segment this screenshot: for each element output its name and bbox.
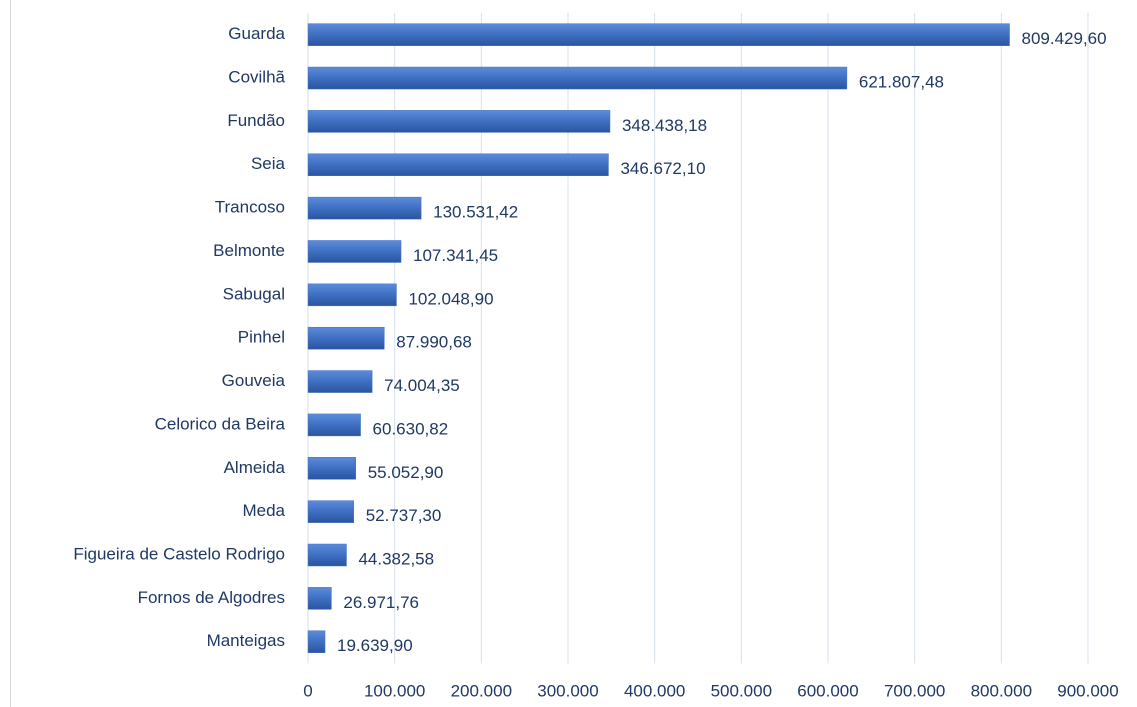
bar — [307, 283, 397, 307]
bar — [307, 500, 354, 523]
x-tick-label: 0 — [303, 681, 312, 700]
bar — [307, 110, 611, 133]
data-label: 809.429,60 — [1022, 29, 1107, 48]
data-label: 19.639,90 — [337, 636, 413, 655]
x-tick-label: 200.000 — [451, 681, 512, 700]
x-tick-label: 300.000 — [537, 681, 598, 700]
bar — [307, 23, 1010, 46]
chart-border — [10, 0, 1137, 707]
y-tick-label: Pinhel — [238, 328, 285, 347]
bar — [307, 66, 848, 90]
bar — [307, 196, 422, 220]
x-tick-label: 800.000 — [971, 681, 1032, 700]
y-tick-label: Guarda — [228, 24, 285, 43]
bar — [307, 370, 373, 393]
y-tick-label: Trancoso — [215, 198, 285, 217]
data-label: 348.438,18 — [622, 116, 707, 135]
x-tick-label: 500.000 — [711, 681, 772, 700]
data-label: 44.382,58 — [358, 549, 434, 568]
data-label: 87.990,68 — [396, 333, 472, 352]
y-tick-label: Figueira de Castelo Rodrigo — [73, 544, 285, 563]
bar — [307, 413, 361, 437]
y-tick-label: Meda — [242, 501, 285, 520]
data-label: 621.807,48 — [859, 73, 944, 92]
data-label: 107.341,45 — [413, 246, 498, 265]
data-label: 52.737,30 — [366, 506, 442, 525]
y-tick-label: Celorico da Beira — [155, 414, 286, 433]
data-label: 60.630,82 — [373, 419, 449, 438]
x-tick-label: 100.000 — [364, 681, 425, 700]
data-label: 102.048,90 — [408, 289, 493, 308]
bar — [307, 326, 385, 350]
bar — [307, 543, 347, 567]
x-tick-label: 400.000 — [624, 681, 685, 700]
x-tick-label: 900.000 — [1057, 681, 1118, 700]
y-tick-label: Covilhã — [228, 68, 285, 87]
bar — [307, 587, 332, 610]
data-label: 346.672,10 — [620, 159, 705, 178]
bar — [307, 630, 326, 653]
x-tick-label: 700.000 — [884, 681, 945, 700]
y-tick-label: Gouveia — [222, 371, 286, 390]
data-label: 55.052,90 — [368, 463, 444, 482]
bar — [307, 457, 356, 480]
x-tick-label: 600.000 — [797, 681, 858, 700]
y-tick-label: Fornos de Algodres — [138, 588, 285, 607]
y-tick-label: Belmonte — [213, 241, 285, 260]
bar — [307, 153, 609, 177]
bar — [307, 240, 402, 263]
y-tick-label: Fundão — [227, 111, 285, 130]
data-label: 26.971,76 — [343, 593, 419, 612]
y-tick-label: Manteigas — [207, 631, 285, 650]
y-tick-label: Sabugal — [223, 284, 285, 303]
y-tick-label: Seia — [251, 154, 286, 173]
data-label: 130.531,42 — [433, 203, 518, 222]
y-tick-label: Almeida — [224, 458, 286, 477]
data-label: 74.004,35 — [384, 376, 460, 395]
